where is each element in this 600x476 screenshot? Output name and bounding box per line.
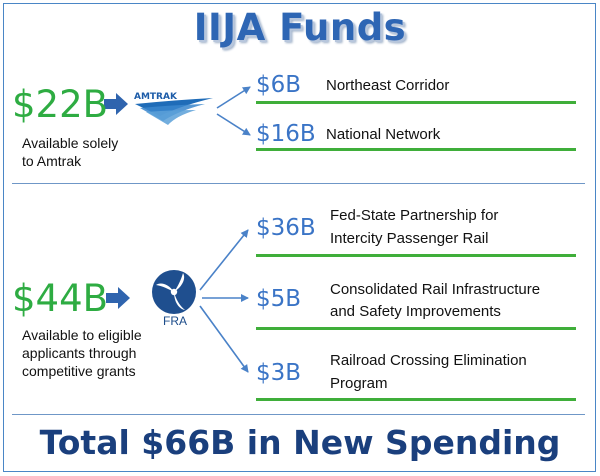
fra-note-line1: Available to eligible [22,327,142,343]
fra-item-underline [256,327,576,330]
connector-amtrak-nec [216,86,251,109]
fra-total: $44B [12,277,109,320]
amtrak-logo-text: AMTRAK [134,92,178,102]
amtrak-item-amount: $6B [256,72,302,98]
fra-item-label: and Safety Improvements [330,303,501,320]
fra-block-arrow [106,287,130,309]
section-divider [12,183,585,184]
amtrak-block-arrow [104,93,128,115]
page-title: IIJA Funds [193,6,407,49]
fra-item-label: Intercity Passenger Rail [330,230,489,247]
amtrak-item-underline [256,148,576,151]
fra-item-amount: $5B [256,286,302,312]
fra-item-label: Railroad Crossing Elimination [330,352,527,369]
footer-total: Total $66B in New Spending [39,423,561,462]
fra-logo-icon [152,270,196,314]
fra-item-underline [256,398,576,401]
fra-note-line3: competitive grants [22,363,136,379]
amtrak-item-underline [256,101,576,104]
fra-item-label: Fed-State Partnership for [330,207,499,224]
amtrak-total: $22B [12,83,109,126]
fra-note-line2: applicants through [22,345,137,361]
connector-fra-36b [199,229,249,291]
fra-item-label: Consolidated Rail Infrastructure [330,281,541,298]
amtrak-note-line2: to Amtrak [22,153,82,169]
fra-item-amount: $36B [256,215,316,241]
amtrak-note-line1: Available solely [22,135,119,151]
fra-logo-label: FRA [163,314,187,328]
infographic-frame [3,3,596,472]
fra-item-underline [256,254,576,257]
amtrak-logo-icon: AMTRAK [134,92,213,125]
amtrak-item-label: National Network [326,126,441,143]
footer-divider [12,414,585,415]
fra-item-amount: $3B [256,360,302,386]
fra-item-label: Program [330,375,388,392]
connector-fra-3b [199,305,249,373]
connector-amtrak-national [216,113,251,136]
amtrak-item-label: Northeast Corridor [326,77,450,94]
amtrak-item-amount: $16B [256,121,316,147]
